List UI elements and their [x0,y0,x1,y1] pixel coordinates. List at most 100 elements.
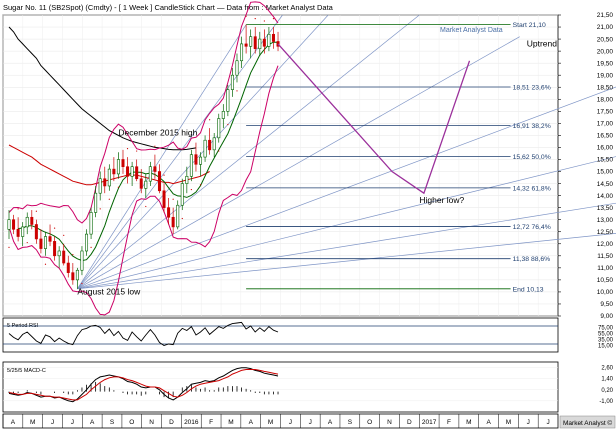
sar-dot [181,217,183,220]
month-label: J [309,419,312,426]
macd-line [8,367,279,403]
candle-body [194,154,198,165]
sar-dot [272,18,275,20]
month-label: N [149,419,154,426]
month-label: 2016 [184,419,199,426]
price-tick-label: 17,00 [597,121,614,128]
fan-line [77,86,616,290]
sar-dot [72,253,74,256]
candle-body [212,137,216,151]
candle-body [16,229,20,237]
candle-body [34,224,38,240]
candle-body [135,166,139,180]
candle-body [130,166,134,177]
macd-tick-label: 2,60 [601,366,613,372]
fib-level-label: Start 21,10 [513,22,546,29]
month-label: J [527,419,530,426]
candle-body [235,60,239,76]
month-label: N [387,419,392,426]
candle-body [267,33,271,47]
sar-dot [209,119,211,121]
rsi-tick-label: 15,00 [598,344,614,350]
price-tick-label: 21,00 [597,24,614,31]
chart-annotations: December 2015 high August 2015 low Uptrend… [77,38,557,296]
candle-body [217,118,221,139]
candle-body [121,159,125,168]
rsi-tick-label: 35,00 [598,338,614,344]
projection-line [277,43,471,195]
bollinger-lower [8,65,279,316]
candle-body [253,36,257,50]
candle-body [189,154,193,177]
macd-pane[interactable]: 5/25/5 MACD-C [2,361,559,413]
month-label: S [348,419,353,426]
gann-fan-lines [77,14,616,290]
price-tick-label: 15,00 [597,169,614,176]
sar-dot [126,148,129,150]
month-label: M [506,419,511,426]
candle-body [262,38,266,47]
candle-body [144,180,148,189]
candle-body [249,36,253,47]
price-tick-label: 9,50 [600,301,613,308]
fib-level-label: 15,62 50,0% [513,154,551,161]
sar-dot [236,90,238,92]
rsi-content [3,321,558,346]
annotation-label: December 2015 high [118,127,197,137]
price-pane[interactable]: Start 21,10 18,51 23,6% 16,91 38,2% 15,62 5… [2,1,616,317]
sar-dot [199,184,202,186]
fib-level-label: 16,91 38,2% [513,123,551,130]
candle-body [94,192,98,213]
fib-level-label: 12,72 76,4% [513,224,551,231]
time-axis: A M J J A S O N D 2016 F M A M J J A S O N D 2017 F M A M J J [2,413,559,429]
price-tick-label: 21,50 [597,12,614,19]
candle-body [148,166,152,182]
ma-short-line [18,41,279,262]
footer-watermark-box [559,415,616,429]
candle-body [80,250,84,271]
candle-body [240,43,244,62]
candle-body [230,74,234,90]
candle-body [180,183,184,206]
candle-body [53,241,57,257]
price-tick-label: 10,50 [597,277,614,284]
fan-line [77,24,247,289]
sar-dot [190,188,192,191]
candle-body [199,156,203,165]
macd-signal-line [8,369,279,401]
rsi-line [8,321,279,346]
price-tick-label: 18,00 [597,96,614,103]
rsi-tick-label: 75,00 [598,326,614,332]
rsi-pane-frame [2,317,559,353]
candle-body [221,111,225,119]
month-label: J [546,419,549,426]
candle-body [226,89,230,112]
price-tick-label: 20,00 [597,48,614,55]
sar-dot [163,174,165,176]
candle-body [107,168,111,187]
fan-line [77,14,329,290]
rsi-pane[interactable]: 5 Period RSI [2,317,559,353]
fan-line [77,156,616,290]
candle-body [62,250,66,264]
sar-dot [35,210,37,212]
fib-level-label: 11,38 88,6% [513,256,551,263]
sar-dot [117,186,120,188]
footer-watermark: Market Analyst © [563,419,612,427]
macd-axis: 2,60 1,40 0,20 -1,00 [599,366,613,405]
candle-body [203,139,207,158]
macd-tick-label: 1,40 [601,377,613,383]
sar-dot [263,20,265,22]
sar-dot [99,208,101,210]
candle-body [208,139,212,151]
candle-body [89,212,93,235]
price-tick-label: 18,50 [597,84,614,91]
candle-body [162,190,166,208]
month-label: J [289,419,292,426]
candle-body [71,272,75,281]
month-label: M [30,419,35,426]
fan-line [77,233,616,290]
candle-body [66,262,70,273]
macd-title: 5/25/5 MACD-C [7,368,46,374]
